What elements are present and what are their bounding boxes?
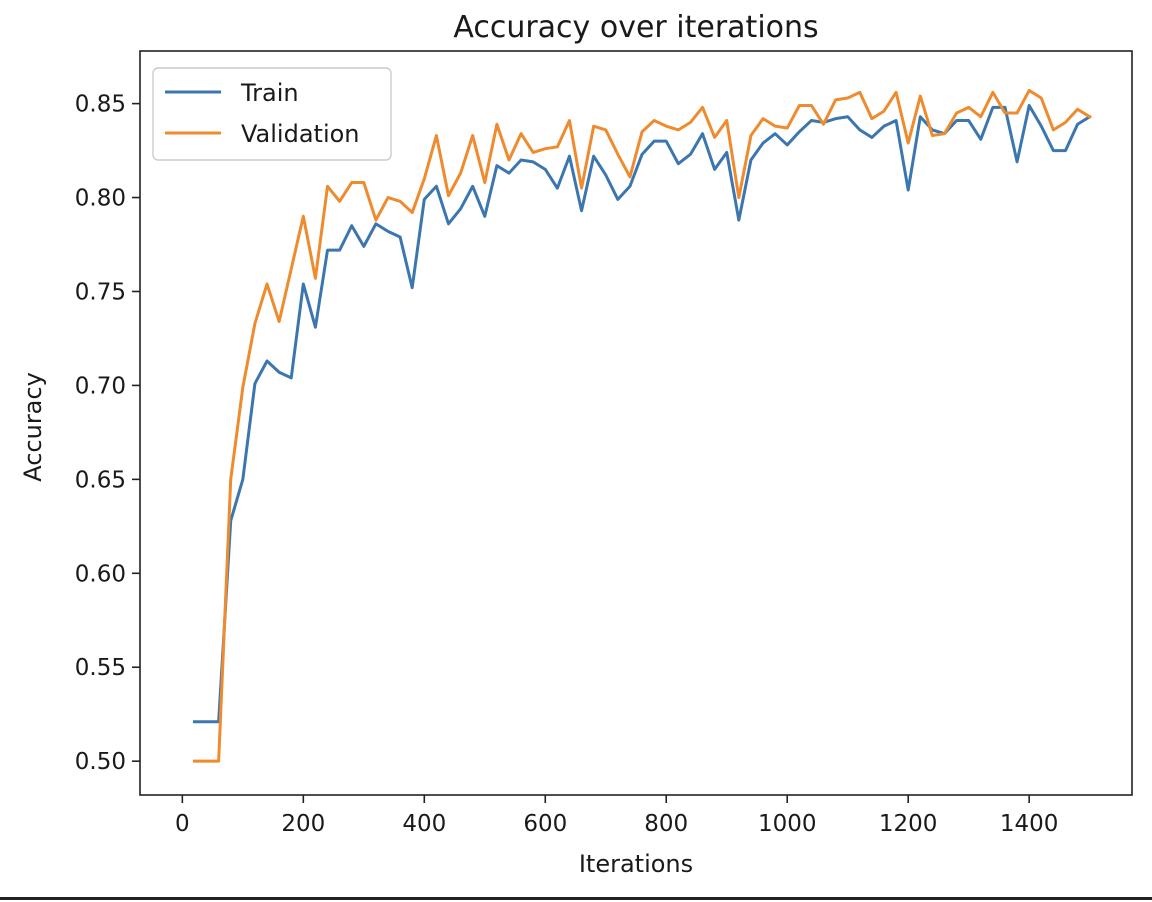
plot-frame [139, 50, 1133, 796]
y-tick-label: 0.65 [75, 467, 126, 493]
series-layer [192, 88, 1092, 763]
plot-area [139, 50, 1133, 796]
x-tick-label: 400 [402, 811, 446, 837]
x-tick-label: 1000 [758, 811, 817, 837]
x-axis-ticks: 0 200 400 600 800 1000 1200 1400 [175, 795, 1058, 837]
legend: Train Validation [152, 67, 392, 161]
y-tick-label: 0.55 [75, 655, 126, 681]
legend-label-train: Train [240, 79, 299, 107]
chart-title: Accuracy over iterations [453, 10, 818, 45]
x-tick-label: 1200 [879, 811, 938, 837]
y-tick-label: 0.80 [75, 186, 126, 212]
legend-label-validation: Validation [241, 120, 360, 148]
x-axis-title: Iterations [579, 850, 693, 878]
y-tick-label: 0.75 [75, 279, 126, 305]
y-axis-ticks: 0.50 0.55 0.60 0.65 0.70 0.75 0.80 0.85 [75, 92, 140, 775]
x-tick-label: 0 [175, 811, 190, 837]
y-tick-label: 0.70 [75, 373, 126, 399]
x-tick-label: 1400 [1000, 811, 1059, 837]
bottom-border [0, 897, 1152, 900]
x-tick-label: 800 [644, 811, 688, 837]
y-axis-title: Accuracy [19, 372, 47, 482]
x-tick-label: 600 [523, 811, 567, 837]
series-line-validation [192, 88, 1092, 763]
x-tick-label: 200 [281, 811, 325, 837]
series-line-train [192, 103, 1092, 724]
y-tick-label: 0.50 [75, 749, 126, 775]
y-tick-label: 0.85 [75, 92, 126, 118]
y-tick-label: 0.60 [75, 561, 126, 587]
